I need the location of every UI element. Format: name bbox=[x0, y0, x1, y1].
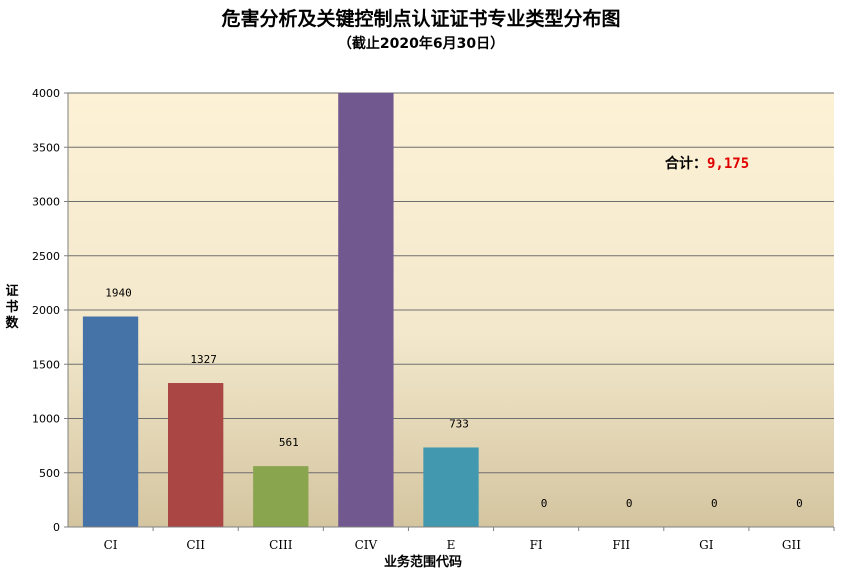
x-tick-label: GII bbox=[782, 538, 801, 552]
data-label: 0 bbox=[626, 497, 633, 510]
bar-civ bbox=[338, 93, 394, 527]
y-tick-label: 3500 bbox=[32, 141, 60, 154]
y-tick-label: 3000 bbox=[32, 196, 60, 209]
total-value: 9,175 bbox=[707, 156, 749, 172]
x-tick-label: GI bbox=[699, 538, 714, 552]
x-tick-label: FI bbox=[530, 538, 543, 552]
bar-ci bbox=[82, 316, 139, 527]
y-tick-label: 1500 bbox=[32, 358, 60, 371]
chart-subtitle: （截止2020年6月30日） bbox=[337, 36, 505, 52]
y-axis-label: 证书数 bbox=[5, 284, 19, 331]
x-axis-label: 业务范围代码 bbox=[384, 554, 462, 570]
bar-e bbox=[423, 447, 479, 527]
y-tick-label: 1000 bbox=[32, 413, 60, 426]
y-tick-label: 2500 bbox=[32, 250, 60, 263]
x-tick-label: E bbox=[447, 538, 456, 552]
bar-cii bbox=[168, 383, 224, 527]
x-tick-label: FII bbox=[612, 538, 630, 552]
total-label: 合计： bbox=[665, 155, 707, 172]
data-label: 733 bbox=[449, 417, 469, 430]
y-tick-label: 500 bbox=[39, 467, 60, 480]
y-tick-label: 2000 bbox=[32, 304, 60, 317]
x-tick-label: CIII bbox=[269, 538, 293, 552]
data-label: 561 bbox=[279, 436, 299, 449]
chart-title: 危害分析及关键控制点认证证书专业类型分布图 bbox=[221, 8, 621, 30]
bar-ciii bbox=[253, 466, 309, 527]
data-label: 1940 bbox=[105, 287, 132, 300]
y-tick-label: 0 bbox=[53, 521, 60, 534]
x-tick-label: CI bbox=[104, 538, 118, 552]
y-tick-label: 4000 bbox=[32, 87, 60, 100]
data-label: 0 bbox=[711, 497, 718, 510]
x-tick-label: CIV bbox=[355, 538, 378, 552]
data-label: 0 bbox=[541, 497, 548, 510]
data-label: 0 bbox=[796, 497, 803, 510]
data-label: 1327 bbox=[190, 353, 217, 366]
total-annotation: 合计：9,175 bbox=[665, 155, 749, 172]
x-tick-label: CII bbox=[186, 538, 205, 552]
